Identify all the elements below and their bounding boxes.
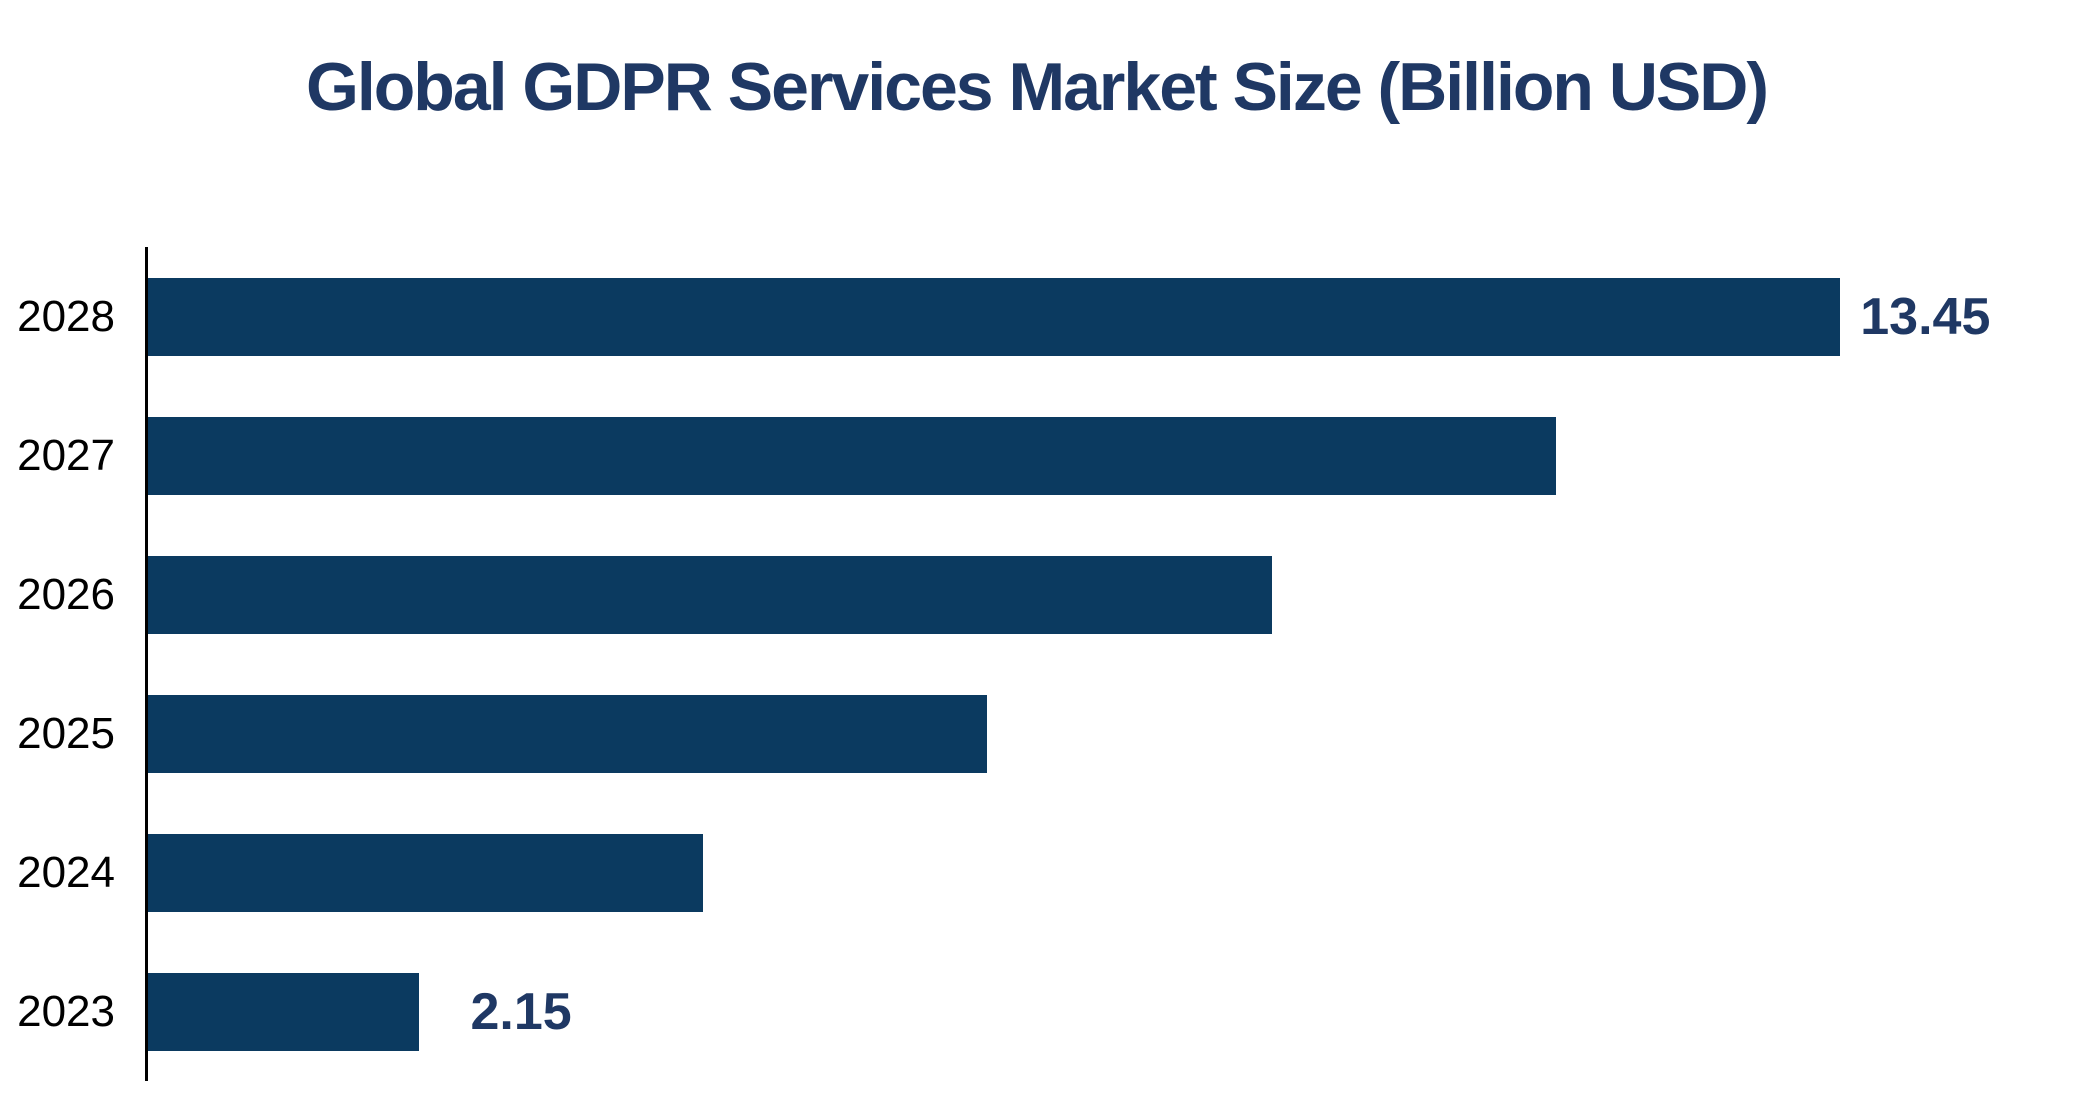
plot-area: 2028 13.45 2027 2026 2025 2024	[0, 247, 2073, 1081]
category-label: 2023	[17, 986, 115, 1036]
category-label: 2024	[17, 847, 115, 897]
bar	[148, 972, 419, 1051]
category-label: 2025	[17, 708, 115, 758]
bar-row: 2026	[0, 525, 2073, 664]
value-label: 2.15	[470, 982, 572, 1041]
bar-row: 2027	[0, 386, 2073, 525]
bar-row: 2024	[0, 803, 2073, 942]
category-label: 2026	[17, 569, 115, 619]
bar-track	[145, 664, 2073, 803]
bar-track	[145, 803, 2073, 942]
bar	[148, 833, 703, 912]
bar-row: 2023 2.15	[0, 942, 2073, 1081]
bar	[148, 277, 1841, 356]
bar-row: 2028 13.45	[0, 247, 2073, 386]
value-label: 13.45	[1860, 287, 1991, 346]
bar-track	[145, 525, 2073, 664]
category-label: 2027	[17, 430, 115, 480]
bar-track	[145, 386, 2073, 525]
bar	[148, 416, 1556, 495]
bar-row: 2025	[0, 664, 2073, 803]
chart-title: Global GDPR Services Market Size (Billio…	[305, 49, 1769, 125]
bar	[148, 555, 1272, 634]
bar-track: 13.45	[145, 247, 2073, 386]
bar	[148, 694, 988, 773]
bar-track: 2.15	[145, 942, 2073, 1081]
category-label: 2028	[17, 291, 115, 341]
